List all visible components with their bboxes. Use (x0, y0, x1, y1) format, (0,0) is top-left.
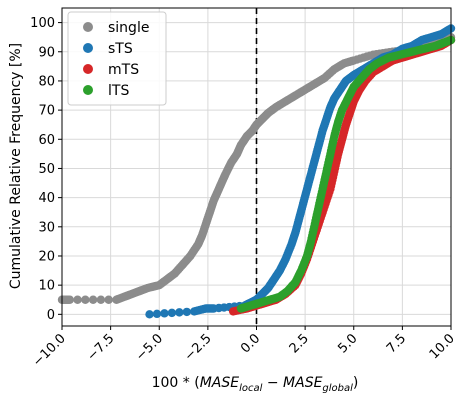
point-series-1-0-fill-4 (175, 308, 184, 317)
legend-marker-sts (83, 43, 93, 53)
legend-label-lts: lTS (108, 83, 129, 99)
legend-marker-mts (83, 64, 93, 74)
legend-label-single: single (108, 20, 149, 36)
series-3 (236, 35, 456, 313)
x-axis-label-term2: MASE (283, 375, 323, 391)
x-tick-label-8: 10.0 (427, 331, 458, 362)
point-series-1-0 (145, 310, 154, 319)
y-tick-label-6: 60 (38, 133, 55, 148)
y-tick-label-5: 50 (38, 162, 55, 177)
y-tick-label-4: 40 (38, 191, 55, 206)
point-series-1-0-fill-5 (182, 307, 192, 317)
legend: single sTS mTS lTS (67, 11, 167, 106)
x-tick-label-0: −10.0 (30, 331, 69, 370)
point-series-0-1-fill-5 (104, 295, 113, 304)
legend-box (67, 11, 167, 106)
x-axis-ticks: −10.0 −7.5 −5.0 −2.5 0.0 2.5 5.0 7.5 10.0 (30, 326, 458, 370)
x-axis-label-term1: MASE (200, 375, 240, 391)
x-tick-label-6: 5.0 (335, 331, 360, 356)
x-axis-label-term2-subscript: global (322, 383, 353, 394)
y-tick-label-10: 100 (30, 16, 55, 31)
x-axis-label-term1-subscript: local (239, 383, 263, 394)
series-2 (228, 35, 456, 316)
x-axis-label: 100 * (MASElocal − MASEglobal) (152, 375, 359, 394)
point-series-1-0-fill-3 (167, 308, 177, 318)
y-axis-label: Cumulative Relative Frequency [%] (8, 43, 24, 289)
point-series-1-0-fill-2 (160, 309, 169, 318)
legend-label-mts: mTS (108, 62, 139, 78)
point-series-0-1-fill-3 (88, 295, 98, 304)
x-axis-label-operator: − (262, 375, 283, 391)
legend-marker-single (83, 22, 93, 32)
y-tick-label-2: 20 (38, 249, 55, 264)
point-series-0-1-fill-2 (81, 295, 90, 304)
x-axis-label-suffix: ) (353, 375, 358, 391)
y-axis-ticks: 0 10 20 30 40 50 60 70 80 90 100 (30, 16, 62, 323)
x-axis-label-prefix: 100 * ( (152, 375, 200, 391)
x-tick-label-5: 2.5 (287, 331, 312, 356)
y-tick-label-3: 30 (38, 220, 55, 235)
x-tick-label-7: 7.5 (384, 331, 409, 356)
legend-label-sts: sTS (108, 41, 133, 57)
x-tick-label-3: −2.5 (182, 331, 215, 364)
x-tick-label-2: −5.0 (133, 331, 166, 364)
point-series-1-0-fill-1 (152, 309, 162, 319)
point-series-0-1-fill-4 (96, 295, 106, 304)
point-series-0-1-fill-1 (73, 295, 82, 304)
point-series-0-1 (65, 295, 74, 304)
data-points (57, 24, 456, 319)
y-tick-label-9: 90 (38, 45, 55, 60)
y-tick-label-0: 0 (47, 308, 55, 323)
y-tick-label-1: 10 (38, 279, 55, 294)
y-tick-label-8: 80 (38, 74, 55, 89)
legend-marker-lts (83, 85, 93, 95)
x-tick-label-4: 0.0 (238, 331, 263, 356)
y-tick-label-7: 70 (38, 104, 55, 119)
x-tick-label-1: −7.5 (85, 331, 118, 364)
